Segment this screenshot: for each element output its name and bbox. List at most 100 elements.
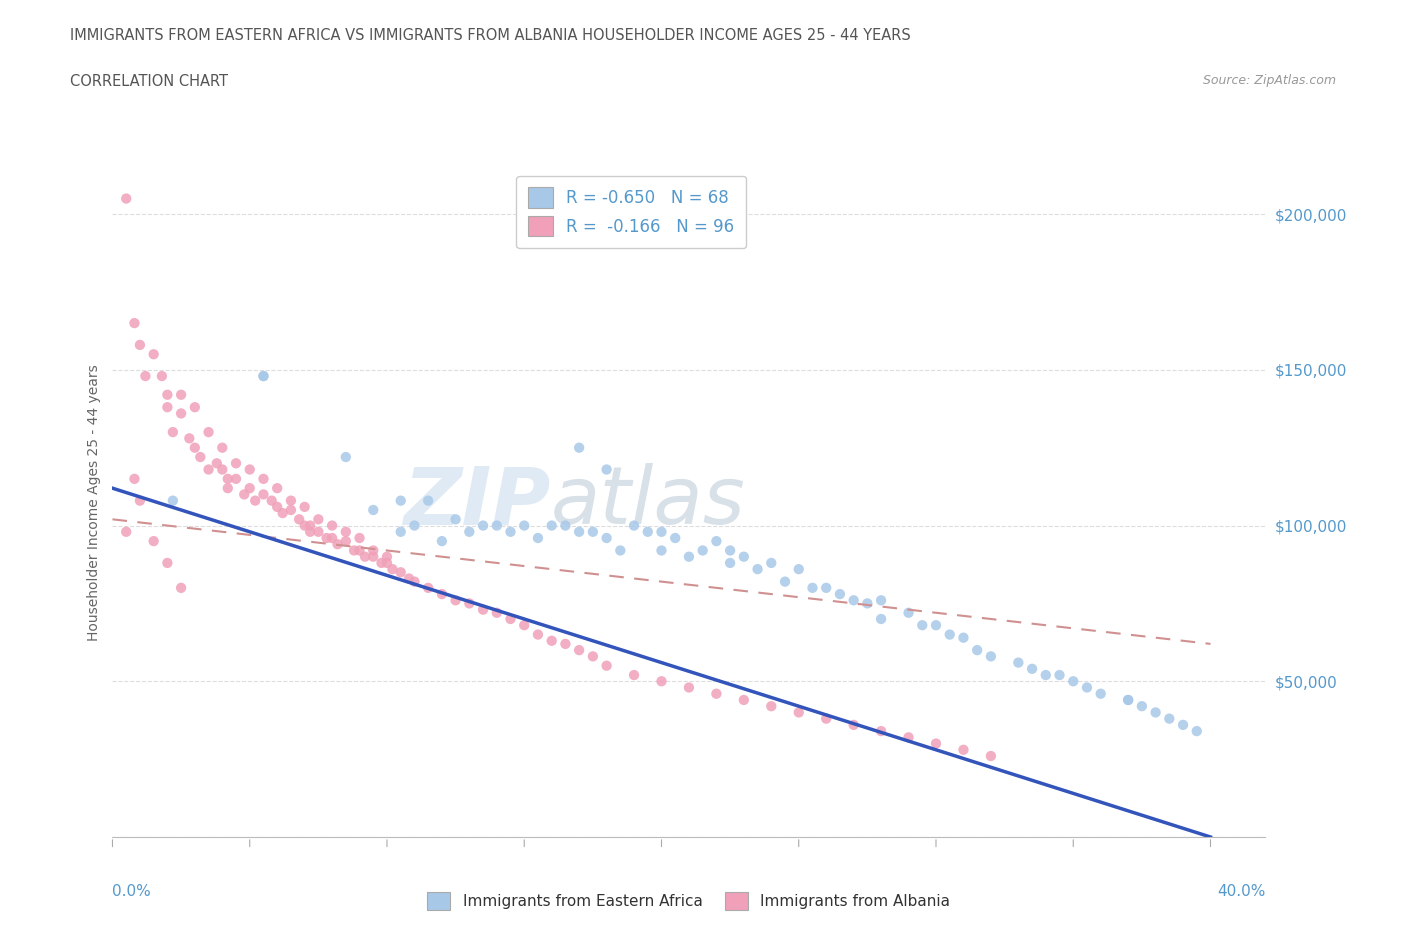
Point xyxy=(952,742,974,757)
Point xyxy=(609,543,631,558)
Point xyxy=(718,543,741,558)
Point xyxy=(335,449,357,464)
Point xyxy=(370,555,392,570)
Text: IMMIGRANTS FROM EASTERN AFRICA VS IMMIGRANTS FROM ALBANIA HOUSEHOLDER INCOME AGE: IMMIGRANTS FROM EASTERN AFRICA VS IMMIGR… xyxy=(70,28,911,43)
Point xyxy=(595,658,617,673)
Point xyxy=(815,580,838,595)
Point xyxy=(911,618,934,632)
Point xyxy=(252,487,274,502)
Point xyxy=(623,518,645,533)
Point xyxy=(733,550,755,565)
Point xyxy=(184,440,207,455)
Text: ZIP: ZIP xyxy=(404,463,551,541)
Point xyxy=(115,525,138,539)
Point xyxy=(361,543,384,558)
Point xyxy=(1007,655,1029,670)
Point xyxy=(335,525,357,539)
Point xyxy=(315,531,337,546)
Point xyxy=(266,481,288,496)
Point xyxy=(444,592,467,607)
Point xyxy=(444,512,467,526)
Point xyxy=(1116,693,1139,708)
Point xyxy=(299,525,322,539)
Point xyxy=(197,462,219,477)
Point xyxy=(1076,680,1098,695)
Point xyxy=(280,502,302,517)
Point xyxy=(361,550,384,565)
Point xyxy=(870,724,893,738)
Point xyxy=(294,499,316,514)
Point xyxy=(733,693,755,708)
Point xyxy=(472,518,495,533)
Point xyxy=(129,493,152,508)
Point xyxy=(540,633,562,648)
Point xyxy=(513,618,536,632)
Point xyxy=(828,587,851,602)
Point xyxy=(156,387,179,402)
Point xyxy=(260,493,283,508)
Point xyxy=(389,525,412,539)
Point xyxy=(280,493,302,508)
Point xyxy=(650,674,672,689)
Point xyxy=(239,481,262,496)
Point xyxy=(842,592,865,607)
Point xyxy=(1171,717,1194,732)
Point xyxy=(870,592,893,607)
Point xyxy=(184,400,207,415)
Point xyxy=(335,534,357,549)
Point xyxy=(761,555,783,570)
Point xyxy=(124,315,146,330)
Text: 40.0%: 40.0% xyxy=(1218,884,1265,899)
Point xyxy=(197,425,219,440)
Point xyxy=(179,431,201,445)
Point xyxy=(150,368,173,383)
Point xyxy=(623,668,645,683)
Point xyxy=(568,525,591,539)
Point xyxy=(787,562,810,577)
Point xyxy=(299,518,322,533)
Point xyxy=(718,555,741,570)
Point xyxy=(952,631,974,645)
Point xyxy=(980,649,1002,664)
Point xyxy=(217,472,239,486)
Point xyxy=(897,730,920,745)
Point xyxy=(375,550,398,565)
Point xyxy=(170,387,193,402)
Point xyxy=(925,618,948,632)
Point xyxy=(294,518,316,533)
Point xyxy=(870,612,893,627)
Point xyxy=(271,506,294,521)
Point xyxy=(225,456,247,471)
Point xyxy=(1130,698,1153,713)
Point xyxy=(156,400,179,415)
Point xyxy=(650,525,672,539)
Point xyxy=(252,368,274,383)
Point xyxy=(499,612,522,627)
Point xyxy=(142,347,165,362)
Point xyxy=(188,449,211,464)
Point xyxy=(124,472,146,486)
Point xyxy=(706,686,728,701)
Point xyxy=(115,191,138,206)
Point xyxy=(856,596,879,611)
Point xyxy=(354,550,377,565)
Point xyxy=(1090,686,1112,701)
Point xyxy=(554,518,576,533)
Point xyxy=(162,493,184,508)
Point xyxy=(568,440,591,455)
Point xyxy=(499,525,522,539)
Point xyxy=(1116,693,1139,708)
Point xyxy=(527,627,550,642)
Point xyxy=(1185,724,1208,738)
Point xyxy=(650,543,672,558)
Point xyxy=(217,481,239,496)
Point xyxy=(897,605,920,620)
Point xyxy=(815,711,838,726)
Point xyxy=(787,705,810,720)
Point xyxy=(485,518,508,533)
Point xyxy=(375,555,398,570)
Point xyxy=(1035,668,1057,683)
Point xyxy=(252,472,274,486)
Point xyxy=(485,605,508,620)
Point xyxy=(980,749,1002,764)
